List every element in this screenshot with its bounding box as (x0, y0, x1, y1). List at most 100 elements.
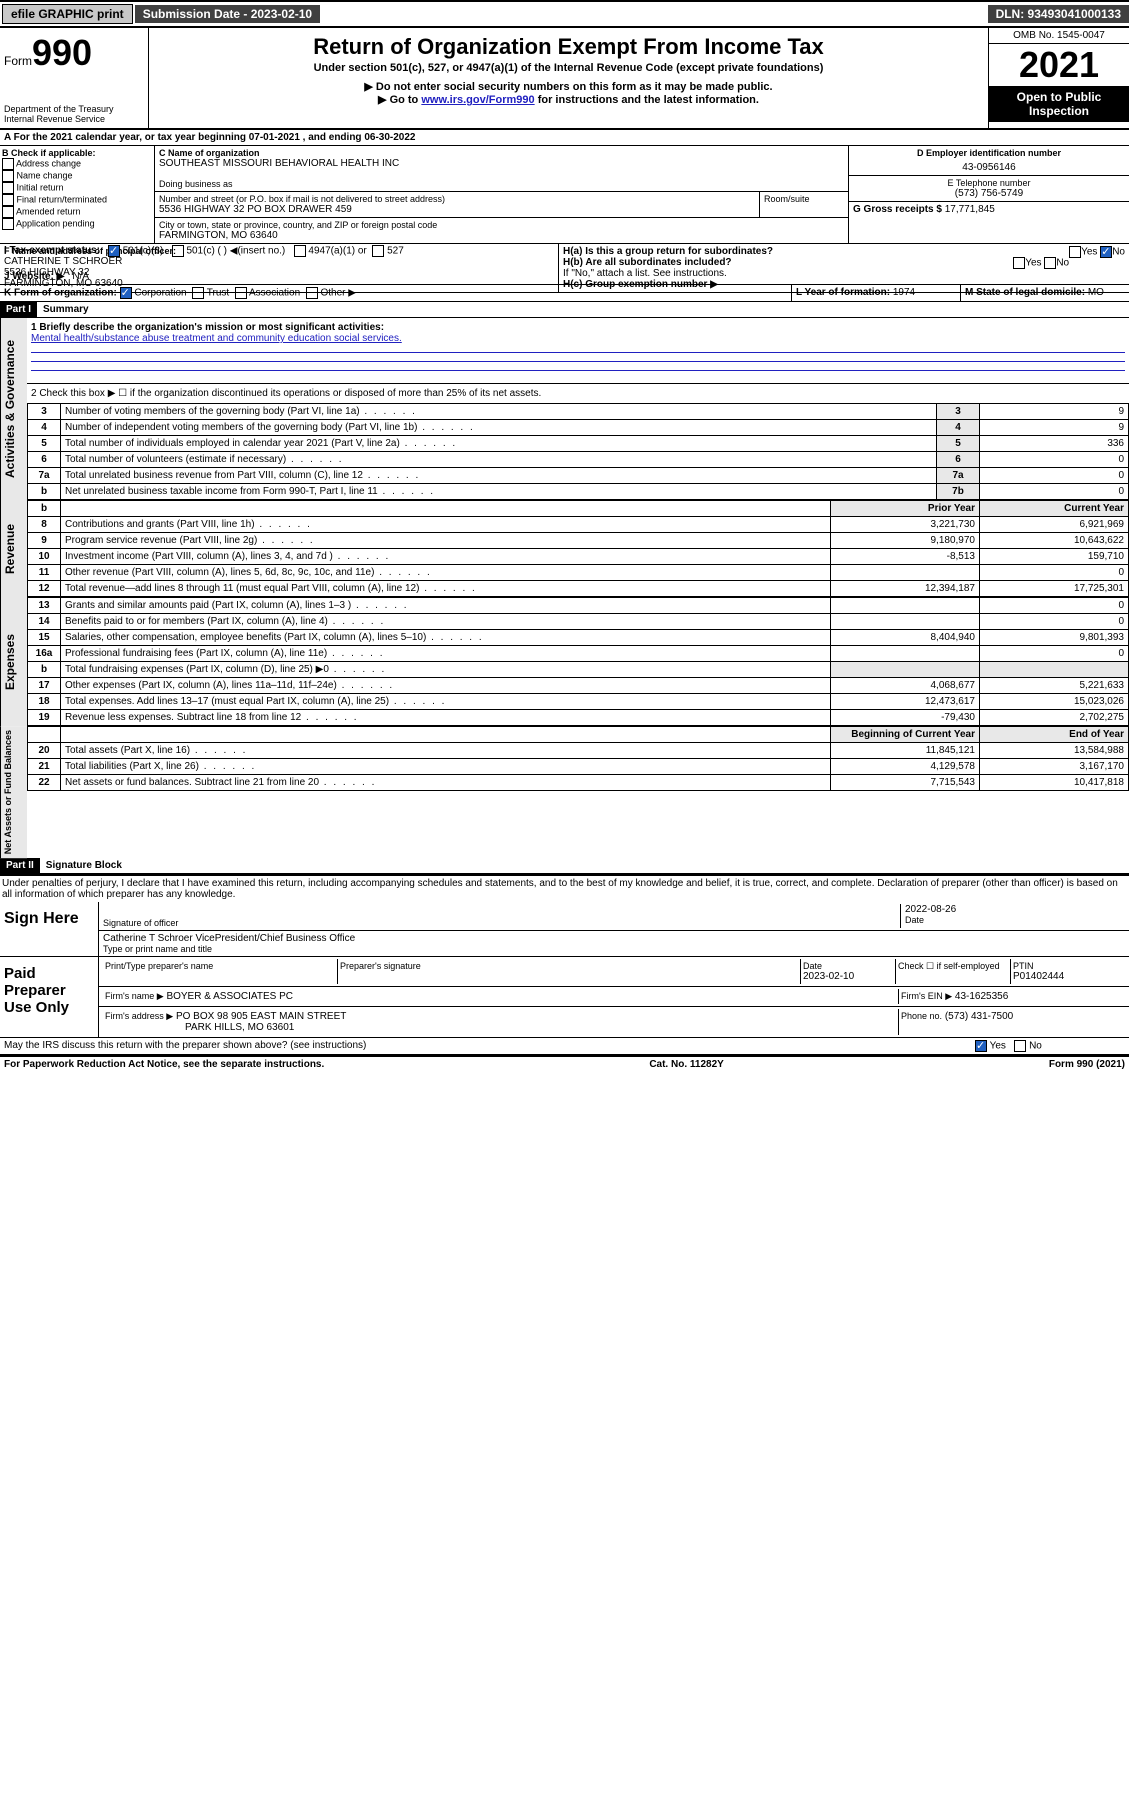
sign-here-label: Sign Here (0, 902, 98, 956)
hb-no[interactable] (1044, 257, 1056, 269)
lbl-other: Other ▶ (320, 288, 355, 299)
org-name: SOUTHEAST MISSOURI BEHAVIORAL HEALTH INC (159, 158, 844, 169)
table-row: 7aTotal unrelated business revenue from … (28, 468, 1129, 484)
table-row: 17Other expenses (Part IX, column (A), l… (28, 678, 1129, 694)
firm-name: BOYER & ASSOCIATES PC (166, 991, 293, 1002)
chk-assoc[interactable] (235, 287, 247, 299)
box-j-label: J Website: ▶ (0, 269, 68, 284)
box-m-label: M State of legal domicile: (965, 287, 1085, 298)
form-subtitle: Under section 501(c), 527, or 4947(a)(1)… (153, 62, 984, 74)
ssn-note: ▶ Do not enter social security numbers o… (153, 80, 984, 93)
firm-ein-label: Firm's EIN ▶ (901, 991, 952, 1001)
chk-4947[interactable] (294, 245, 306, 257)
box-i-label: I Tax-exempt status: (0, 243, 104, 259)
irs-label: Internal Revenue Service (4, 114, 144, 124)
tax-year: 2021 (989, 44, 1129, 86)
city-label: City or town, state or province, country… (159, 220, 844, 230)
chk-final-return[interactable]: Final return/terminated (2, 194, 152, 206)
efile-button[interactable]: efile GRAPHIC print (2, 4, 133, 24)
sig-officer-label: Signature of officer (103, 918, 900, 928)
gross-receipts: 17,771,845 (945, 204, 995, 215)
state-domicile: MO (1088, 287, 1104, 298)
box-c-label: C Name of organization (159, 148, 844, 158)
entity-section: B Check if applicable: Address change Na… (0, 146, 1129, 244)
box-g-label: G Gross receipts $ (853, 204, 942, 215)
ha-yes[interactable] (1069, 246, 1081, 258)
h-a-row: H(a) Is this a group return for subordin… (563, 246, 1125, 257)
chk-527[interactable] (372, 245, 384, 257)
discuss-row: May the IRS discuss this return with the… (0, 1038, 1129, 1055)
yes-label: Yes (990, 1041, 1006, 1052)
chk-trust[interactable] (192, 287, 204, 299)
officer-name-title: Catherine T Schroer VicePresident/Chief … (103, 933, 1125, 944)
firm-name-label: Firm's name ▶ (105, 991, 164, 1001)
discuss-yes[interactable] (975, 1040, 987, 1052)
table-row: bTotal fundraising expenses (Part IX, co… (28, 662, 1129, 678)
form-number: Form990 (4, 32, 144, 74)
hb-yes[interactable] (1013, 257, 1025, 269)
part1-badge: Part I (0, 302, 37, 317)
table-row: 16aProfessional fundraising fees (Part I… (28, 646, 1129, 662)
table-row: 12Total revenue—add lines 8 through 11 (… (28, 581, 1129, 597)
open-to-public: Open to Public Inspection (989, 86, 1129, 122)
chk-initial-return[interactable]: Initial return (2, 182, 152, 194)
sidebar-revenue: Revenue (0, 500, 27, 597)
table-row: 18Total expenses. Add lines 13–17 (must … (28, 694, 1129, 710)
discuss-label: May the IRS discuss this return with the… (0, 1038, 971, 1054)
footer-right: Form 990 (2021) (1049, 1059, 1125, 1070)
year-formation: 1974 (893, 287, 915, 298)
table-row: 14Benefits paid to or for members (Part … (28, 614, 1129, 630)
form-title: Return of Organization Exempt From Incom… (153, 34, 984, 60)
current-year-header: Current Year (980, 501, 1129, 517)
prior-year-header: Prior Year (831, 501, 980, 517)
table-row: 19Revenue less expenses. Subtract line 1… (28, 710, 1129, 726)
lbl-corp: Corporation (134, 288, 186, 299)
chk-other[interactable] (306, 287, 318, 299)
form990-link[interactable]: www.irs.gov/Form990 (421, 94, 534, 106)
table-row: 13Grants and similar amounts paid (Part … (28, 598, 1129, 614)
expenses-table: 13Grants and similar amounts paid (Part … (27, 597, 1129, 726)
dln-label: DLN: 93493041000133 (988, 5, 1129, 23)
chk-amended[interactable]: Amended return (2, 206, 152, 218)
chk-501c[interactable] (172, 245, 184, 257)
chk-501c3[interactable] (108, 245, 120, 257)
h-b-note: If "No," attach a list. See instructions… (563, 268, 1125, 279)
period-row: A For the 2021 calendar year, or tax yea… (0, 130, 1129, 146)
city-state-zip: FARMINGTON, MO 63640 (159, 230, 844, 241)
phone: (573) 756-5749 (853, 188, 1125, 199)
chk-app-pending[interactable]: Application pending (2, 218, 152, 230)
box-b-title: B Check if applicable: (2, 148, 152, 158)
dept-treasury: Department of the Treasury (4, 104, 144, 114)
sig-date: 2022-08-26 (905, 904, 1125, 915)
form-990-number: 990 (32, 32, 92, 73)
goto-post: for instructions and the latest informat… (535, 94, 759, 106)
ha-no[interactable] (1100, 246, 1112, 258)
klm-row: K Form of organization: Corporation Trus… (0, 285, 1129, 302)
h-b-row: H(b) Are all subordinates included? Yes … (563, 257, 1125, 268)
chk-name-change[interactable]: Name change (2, 170, 152, 182)
prep-date-label: Date (803, 961, 893, 971)
website-val: N/A (68, 269, 93, 284)
table-row: 21Total liabilities (Part X, line 26)4,1… (28, 759, 1129, 775)
submission-date: Submission Date - 2023-02-10 (135, 5, 320, 23)
net-assets-table: Beginning of Current YearEnd of Year 20T… (27, 726, 1129, 791)
box-d-label: D Employer identification number (853, 148, 1125, 158)
h-b-label: H(b) Are all subordinates included? (563, 257, 732, 268)
end-year-header: End of Year (980, 727, 1129, 743)
firm-addr: PO BOX 98 905 EAST MAIN STREET (176, 1011, 346, 1022)
prep-date: 2023-02-10 (803, 971, 893, 982)
discuss-no[interactable] (1014, 1040, 1026, 1052)
prep-name-label: Print/Type preparer's name (105, 961, 335, 971)
mission-text[interactable]: Mental health/substance abuse treatment … (31, 333, 1125, 344)
governance-table: 3Number of voting members of the governi… (27, 403, 1129, 500)
chk-address-change[interactable]: Address change (2, 158, 152, 170)
table-row: 20Total assets (Part X, line 16)11,845,1… (28, 743, 1129, 759)
form-header: Form990 Department of the Treasury Inter… (0, 28, 1129, 130)
name-title-label: Type or print name and title (103, 944, 1125, 954)
chk-corp[interactable] (120, 287, 132, 299)
part1-title: Summary (37, 302, 95, 317)
ein: 43-0956146 (853, 162, 1125, 173)
box-k-label: K Form of organization: (4, 288, 117, 299)
paid-preparer-label: Paid Preparer Use Only (0, 957, 98, 1037)
form-prefix: Form (4, 54, 32, 68)
